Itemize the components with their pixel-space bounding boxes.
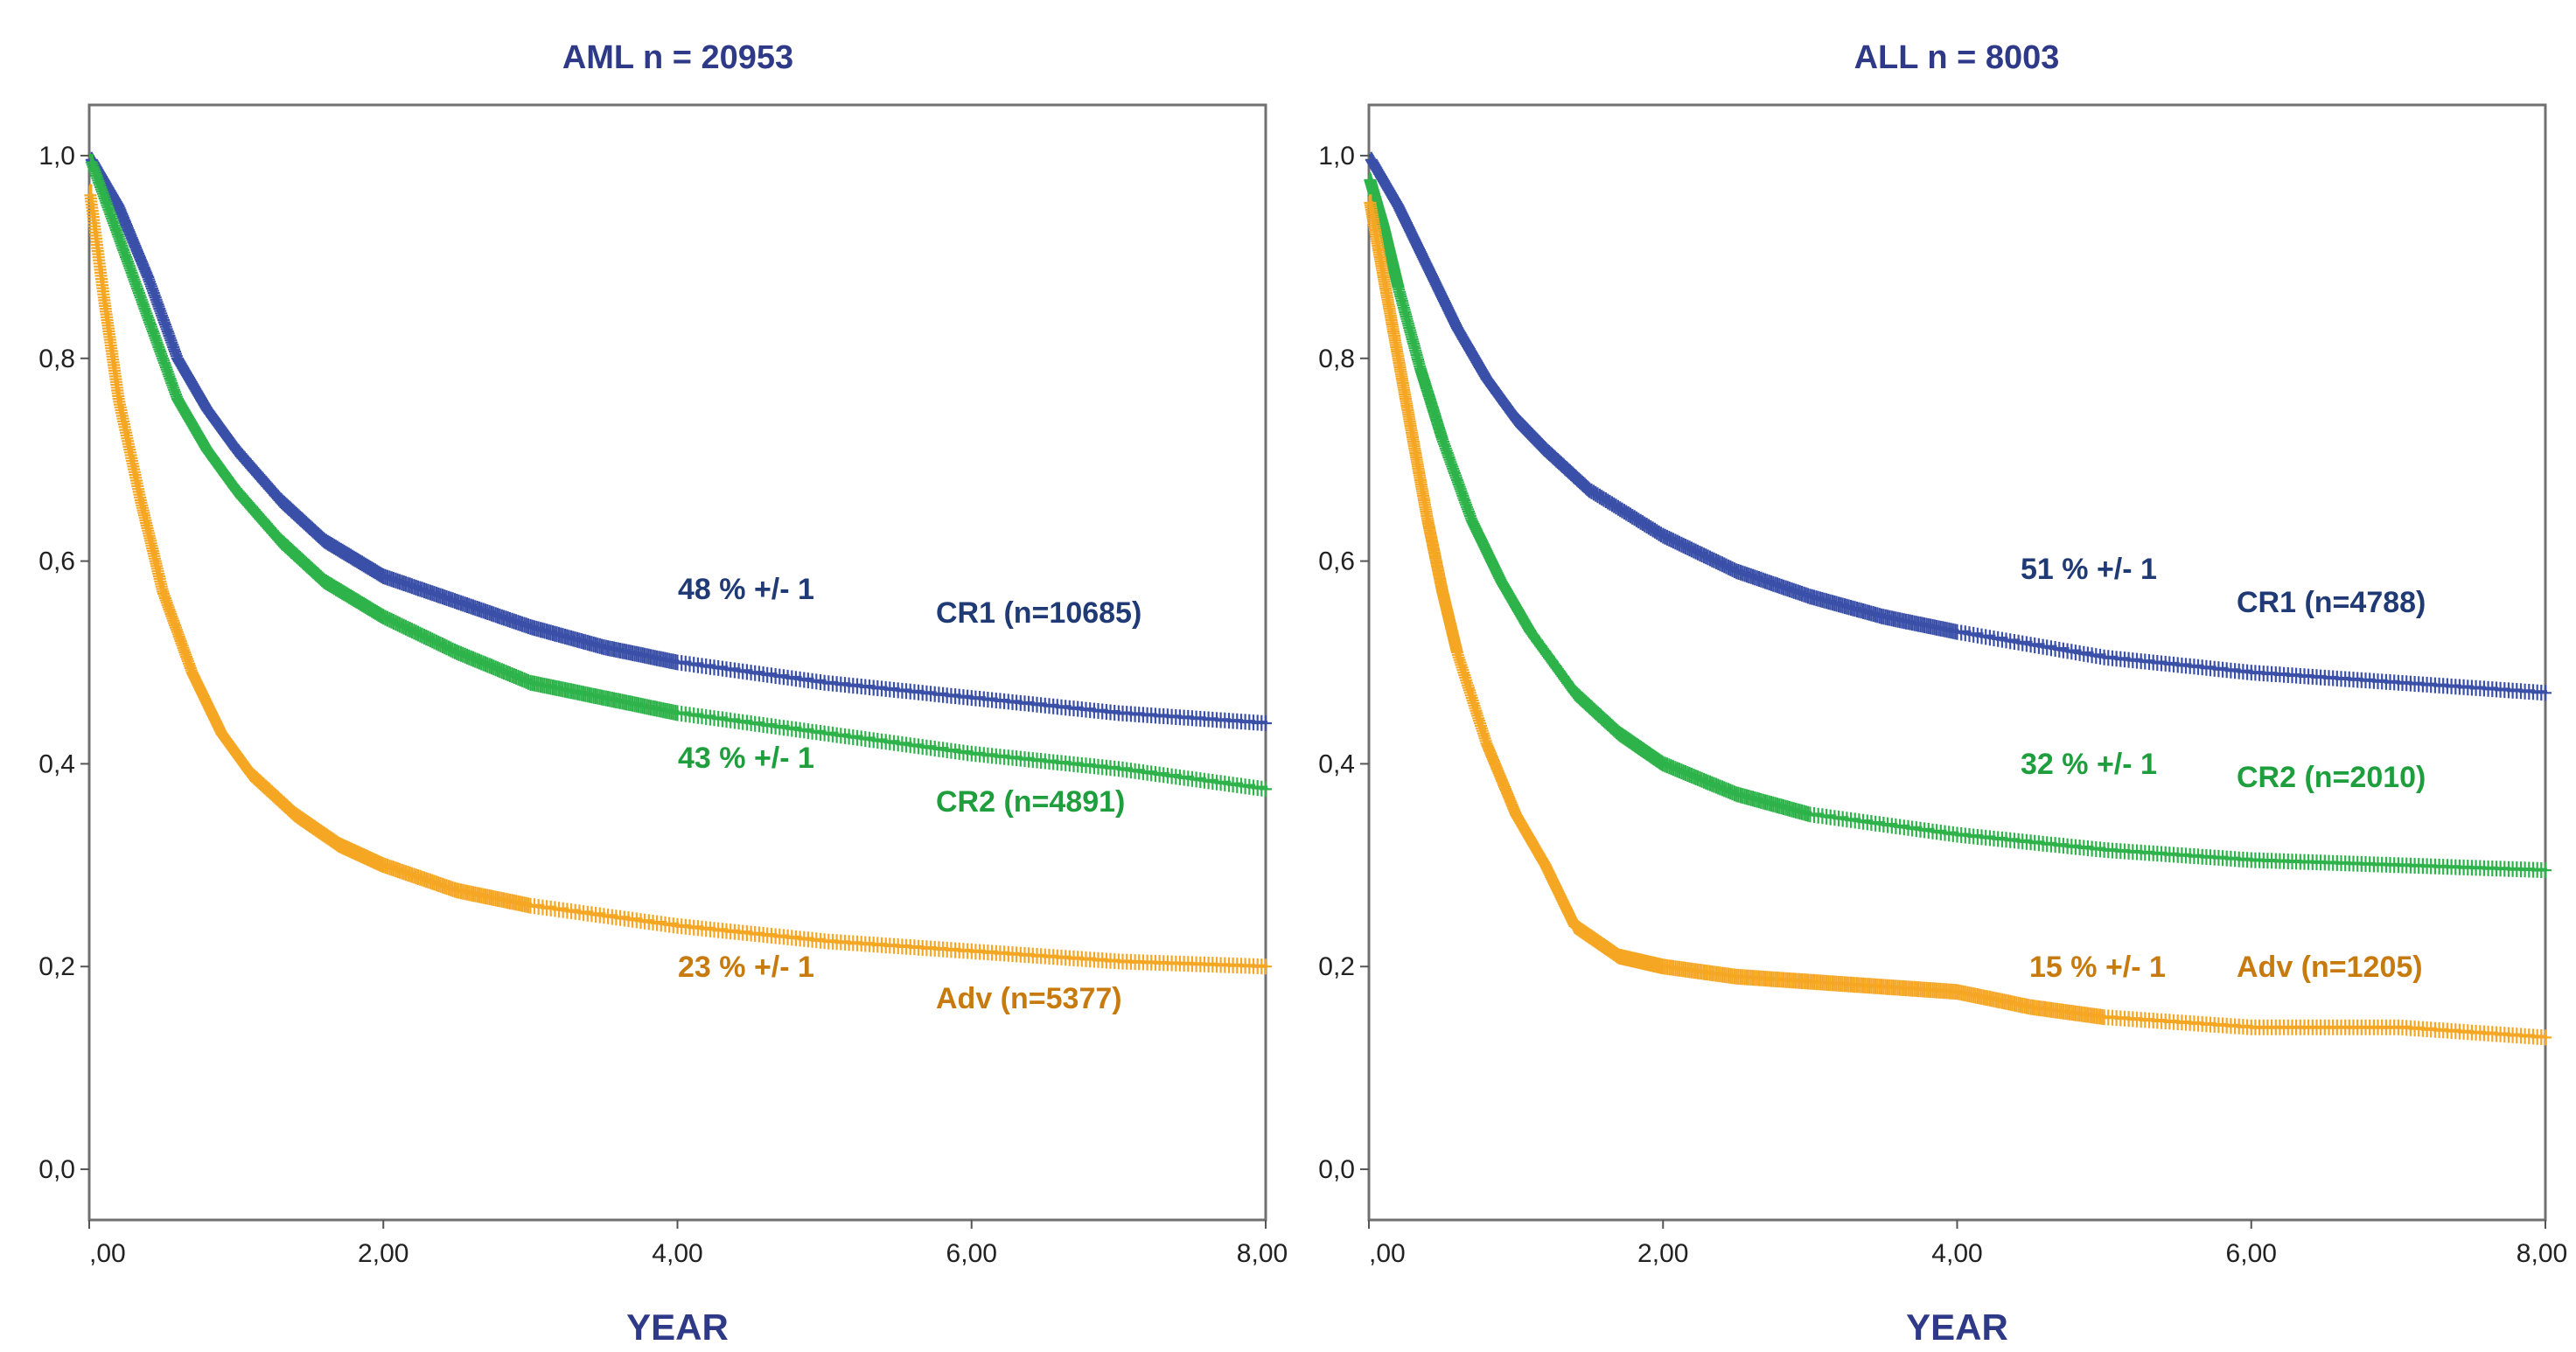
- plot-frame: [1367, 103, 2547, 1222]
- series-name-label: CR1 (n=10685): [936, 596, 1141, 630]
- x-tick-label: 4,00: [652, 1239, 702, 1268]
- y-tick-label: 0,4: [1318, 749, 1355, 778]
- x-tick-label: ,00: [89, 1239, 126, 1268]
- censor-marks: [1365, 151, 2552, 701]
- y-tick-label: 0,0: [38, 1155, 75, 1184]
- survival-estimate-label: 23 % +/- 1: [678, 951, 814, 984]
- censor-marks: [85, 151, 1272, 731]
- x-axis-label: YEAR: [626, 1307, 729, 1348]
- survival-estimate-label: 51 % +/- 1: [2021, 553, 2157, 586]
- survival-estimate-label: 43 % +/- 1: [678, 742, 814, 775]
- censor-marks: [1364, 172, 2552, 879]
- y-tick-label: 0,2: [38, 952, 75, 981]
- y-tick-label: 0,8: [38, 345, 75, 373]
- censor-marks: [85, 154, 1272, 798]
- y-tick-label: 1,0: [38, 142, 75, 171]
- chart-title: ALL n = 8003: [1854, 39, 2060, 76]
- x-tick-label: 6,00: [946, 1239, 997, 1268]
- x-tick-label: 8,00: [1237, 1239, 1288, 1268]
- x-axis-label: YEAR: [1906, 1307, 2008, 1348]
- chart-title: AML n = 20953: [562, 39, 793, 76]
- x-tick-label: 2,00: [358, 1239, 408, 1268]
- all-survival-panel: ALL n = 8003 0,0 0,2 0,4 0,6 0,8 1,0 ,00 2,00 4,0…: [1318, 39, 2567, 1348]
- censor-mark-path: [84, 187, 1272, 975]
- censor-mark-path: [1364, 195, 2552, 1046]
- y-tick-label: 0,6: [1318, 547, 1355, 576]
- censor-marks: [84, 187, 1272, 975]
- survival-curve: [89, 154, 1267, 725]
- y-tick-label: 1,0: [1318, 142, 1355, 171]
- series-name-label: Adv (n=1205): [2237, 951, 2423, 984]
- series-name-label: Adv (n=5377): [936, 982, 1122, 1015]
- series-name-label: CR2 (n=4891): [936, 785, 1125, 819]
- x-tick-label: ,00: [1369, 1239, 1406, 1268]
- x-tick-label: 2,00: [1637, 1239, 1688, 1268]
- series-name-label: CR2 (n=2010): [2237, 761, 2426, 794]
- y-tick-label: 0,2: [1318, 952, 1355, 981]
- censor-mark-path: [85, 154, 1272, 798]
- aml-survival-panel: AML n = 20953 0,0 0,2 0,4 0,6 0,8 1,0 ,00 2,00 4,…: [38, 39, 1288, 1348]
- censor-mark-path: [1365, 151, 2552, 701]
- censor-mark-path: [1364, 172, 2552, 879]
- y-tick-label: 0,4: [38, 749, 75, 778]
- x-tick-label: 6,00: [2226, 1239, 2277, 1268]
- y-tick-label: 0,8: [1318, 345, 1355, 373]
- x-tick-label: 4,00: [1931, 1239, 1982, 1268]
- y-tick-label: 0,6: [38, 547, 75, 576]
- survival-estimate-label: 48 % +/- 1: [678, 573, 814, 606]
- survival-estimate-label: 32 % +/- 1: [2021, 748, 2157, 781]
- x-tick-label: 8,00: [2517, 1239, 2567, 1268]
- censor-mark-path: [85, 151, 1272, 731]
- survival-estimate-label: 15 % +/- 1: [2029, 951, 2166, 984]
- y-tick-label: 0,0: [1318, 1155, 1355, 1184]
- survival-curve: [89, 154, 1267, 790]
- censor-marks: [1364, 195, 2552, 1046]
- series-name-label: CR1 (n=4788): [2237, 586, 2426, 619]
